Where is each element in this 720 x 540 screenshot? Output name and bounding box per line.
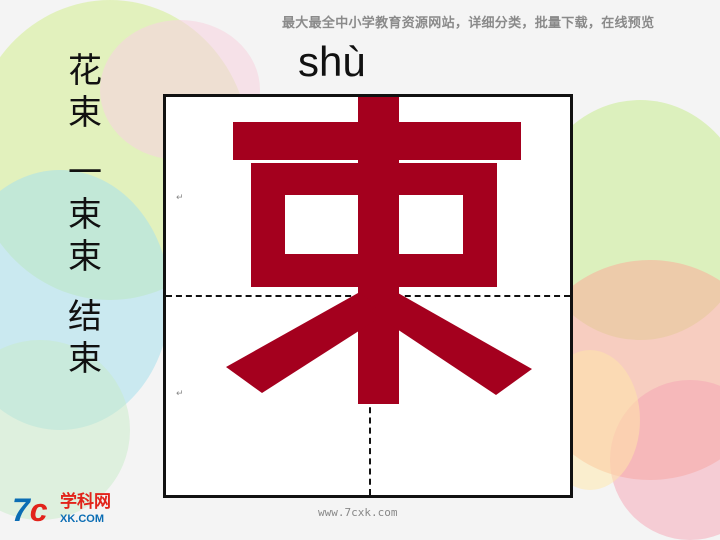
vocabulary-column: 花 束 一 束 束 结 束 — [60, 50, 110, 380]
vocab-char: 束 — [68, 237, 102, 277]
vocab-char: 束 — [68, 339, 102, 379]
writing-grid: ↵ ↵ — [163, 94, 573, 498]
grid-vertical-guide — [369, 397, 371, 495]
vocab-char: 花 — [68, 51, 102, 91]
vocab-word: 结 束 — [60, 296, 110, 380]
vocab-word: 花 束 — [60, 50, 110, 134]
vocab-char: 束 — [68, 93, 102, 133]
pinyin-label: shù — [298, 38, 366, 85]
vocab-word: 一 束 束 — [60, 152, 110, 278]
paragraph-mark: ↵ — [176, 389, 184, 399]
character-strokes — [226, 97, 532, 404]
vocab-char: 束 — [68, 195, 102, 235]
character-glyph — [226, 97, 532, 404]
paragraph-mark: ↵ — [176, 193, 184, 203]
logo-domain: XK.COM — [60, 513, 104, 525]
site-banner: 最大最全中小学教育资源网站，详细分类，批量下载，在线预览 — [282, 16, 655, 31]
footer-url: www.7cxk.com — [318, 506, 398, 519]
vocab-char: 结 — [68, 297, 102, 337]
site-logo[interactable]: 7c 学科网 XK.COM — [12, 492, 140, 528]
logo-mark: 7c — [12, 492, 48, 528]
vocab-char: 一 — [68, 153, 102, 193]
logo-name: 学科网 — [60, 492, 111, 512]
